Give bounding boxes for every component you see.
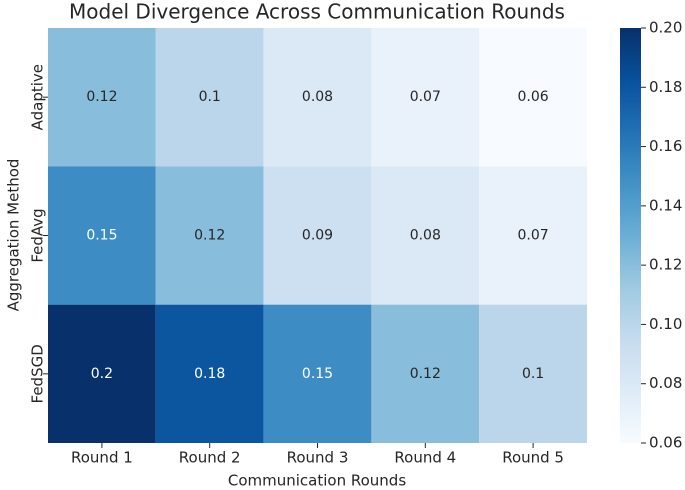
cell (48, 28, 156, 167)
colorbar-tick-label: 0.10 (649, 315, 682, 333)
cell-label: 0.12 (410, 366, 441, 382)
cell-label: 0.09 (302, 228, 333, 244)
x-tick-label: Round 5 (502, 449, 564, 467)
colorbar (620, 28, 641, 443)
cell (155, 28, 264, 167)
cell-label: 0.2 (91, 366, 113, 382)
colorbar-tick-label: 0.12 (649, 256, 682, 274)
cell (263, 28, 372, 167)
cell (371, 304, 480, 443)
cell-label: 0.06 (518, 89, 549, 105)
colorbar-tick-label: 0.16 (649, 137, 682, 155)
cell-label: 0.07 (518, 228, 549, 244)
colorbar-tick-label: 0.14 (649, 196, 682, 214)
cell (263, 304, 372, 443)
cell-label: 0.12 (86, 89, 117, 105)
cell-label: 0.08 (302, 89, 333, 105)
cell (479, 304, 587, 443)
cell-label: 0.18 (194, 366, 225, 382)
cell (48, 304, 156, 443)
cell (263, 166, 372, 305)
cell (155, 166, 264, 305)
x-axis-label: Communication Rounds (228, 472, 406, 490)
x-tick-label: Round 1 (71, 449, 133, 467)
colorbar-tick-label: 0.08 (649, 374, 682, 392)
cell-label: 0.12 (194, 228, 225, 244)
cell (371, 28, 480, 167)
chart-title: Model Divergence Across Communication Ro… (69, 0, 565, 24)
cell (479, 28, 587, 167)
y-tick-label: Adaptive (29, 64, 47, 130)
y-tick-label: FedSGD (29, 344, 47, 403)
y-tick-label: FedAvg (29, 208, 47, 262)
colorbar-tick-label: 0.06 (649, 434, 682, 452)
x-tick-label: Round 4 (394, 449, 456, 467)
y-axis-label: Aggregation Method (5, 159, 23, 312)
x-tick-label: Round 2 (179, 449, 241, 467)
cell-label: 0.15 (86, 228, 117, 244)
colorbar-tick-label: 0.20 (649, 19, 682, 37)
cell-label: 0.07 (410, 89, 441, 105)
cell (155, 304, 264, 443)
cell-label: 0.1 (522, 366, 544, 382)
cell-label: 0.1 (199, 89, 221, 105)
x-tick-label: Round 3 (287, 449, 349, 467)
cell (479, 166, 587, 305)
colorbar-tick-label: 0.18 (649, 78, 682, 96)
cell (48, 166, 156, 305)
cell (371, 166, 480, 305)
cell-label: 0.15 (302, 366, 333, 382)
cell-label: 0.08 (410, 228, 441, 244)
